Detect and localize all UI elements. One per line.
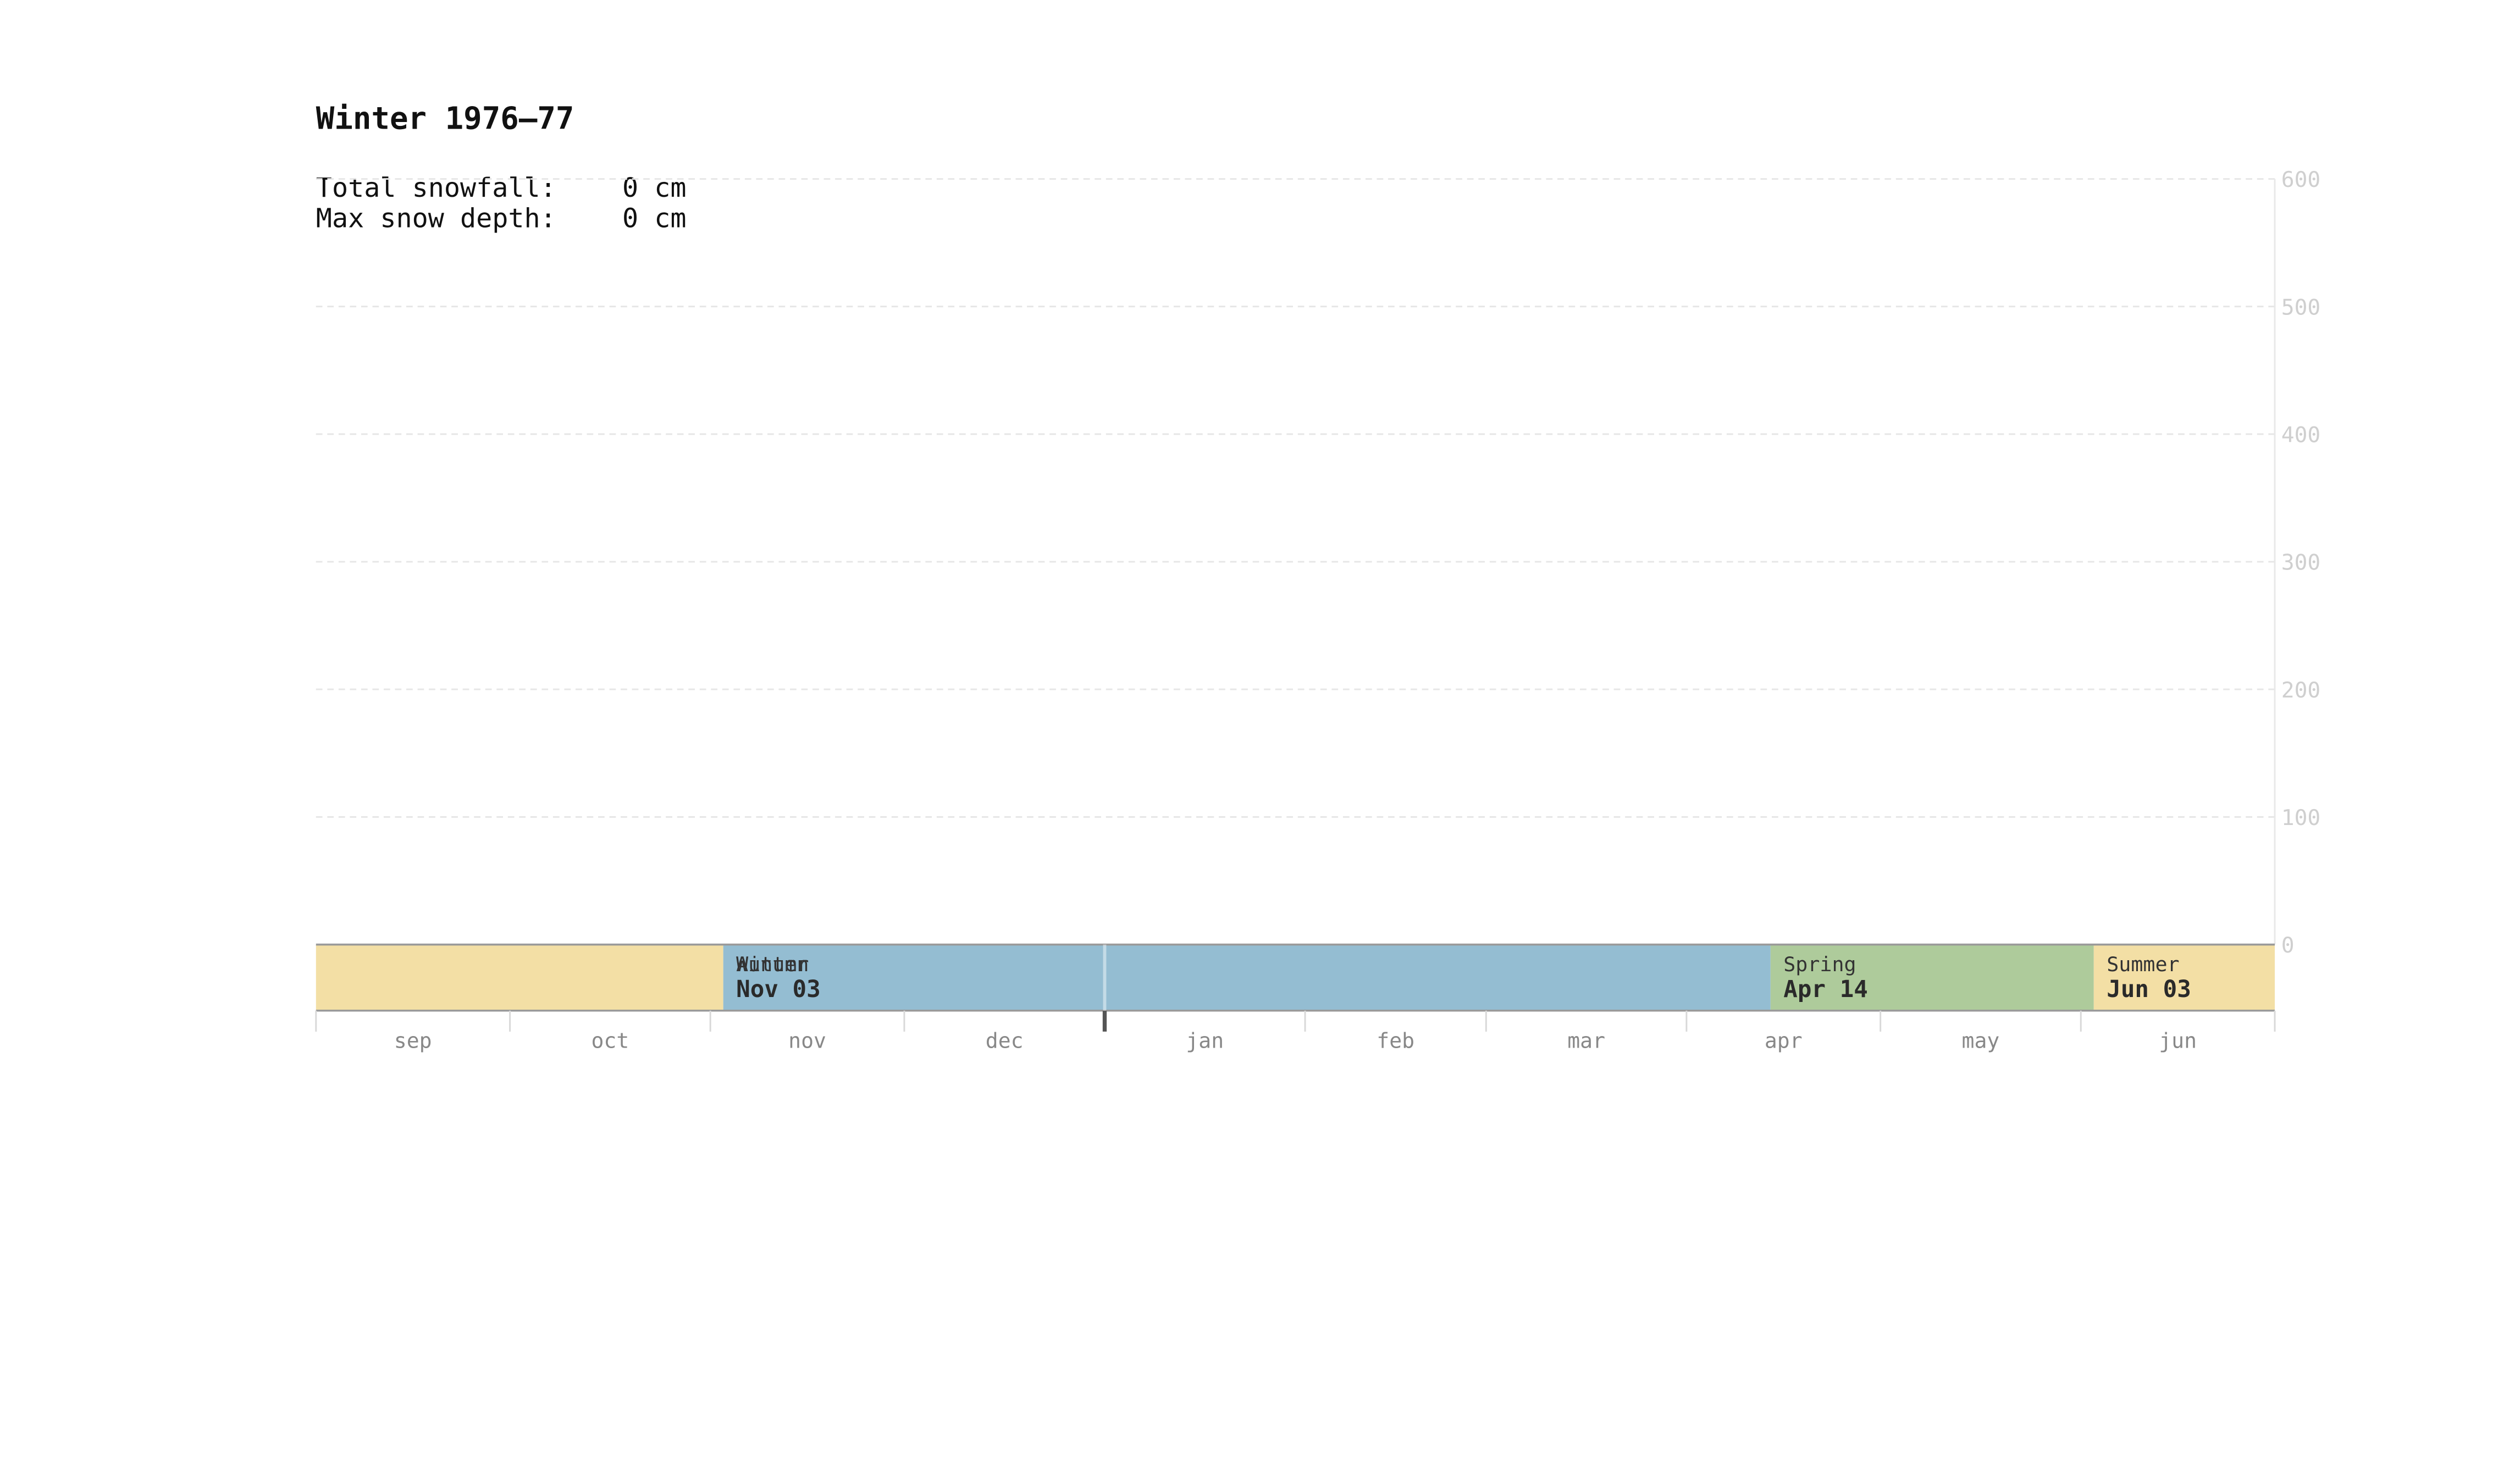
season-date: Apr 14 — [1783, 976, 1868, 1003]
stat-value: 0 cm — [622, 203, 687, 234]
stat-label: Total snowfall: — [316, 172, 556, 203]
season-band — [316, 944, 723, 1011]
y-tick-label: 400 — [2281, 423, 2320, 448]
season-name: Summer — [2107, 953, 2179, 976]
season-date: Nov 03 — [736, 976, 821, 1003]
y-tick-label: 200 — [2281, 678, 2320, 703]
month-label: sep — [394, 1028, 432, 1053]
month-label: dec — [986, 1028, 1024, 1053]
season-name: Spring — [1783, 953, 1856, 976]
month-label: feb — [1377, 1028, 1414, 1053]
season-name: Autumn — [736, 953, 809, 976]
month-label: may — [1962, 1028, 2000, 1053]
stat-total-snowfall: Total snowfall: 0 cm — [316, 173, 687, 203]
stat-label: Max snow depth: — [316, 203, 556, 234]
stat-value: 0 cm — [622, 172, 687, 203]
stat-max-depth: Max snow depth: 0 cm — [316, 203, 687, 234]
month-label: nov — [788, 1028, 826, 1053]
season-band — [1770, 944, 2094, 1011]
season-name: Winter — [736, 953, 809, 976]
y-tick-label: 600 — [2281, 167, 2320, 192]
y-tick-label: 300 — [2281, 550, 2320, 575]
month-label: mar — [1567, 1028, 1605, 1053]
month-label: apr — [1765, 1028, 1803, 1053]
month-label: jan — [1186, 1028, 1224, 1053]
season-band — [2093, 944, 2275, 1011]
month-label: jun — [2159, 1028, 2197, 1053]
y-tick-label: 500 — [2281, 295, 2320, 320]
chart-title: Winter 1976–77 — [316, 101, 574, 137]
y-tick-label: 0 — [2281, 933, 2295, 958]
season-date: Jun 03 — [2107, 976, 2191, 1003]
y-tick-label: 100 — [2281, 805, 2320, 830]
season-band — [723, 944, 1771, 1011]
month-label: oct — [591, 1028, 629, 1053]
